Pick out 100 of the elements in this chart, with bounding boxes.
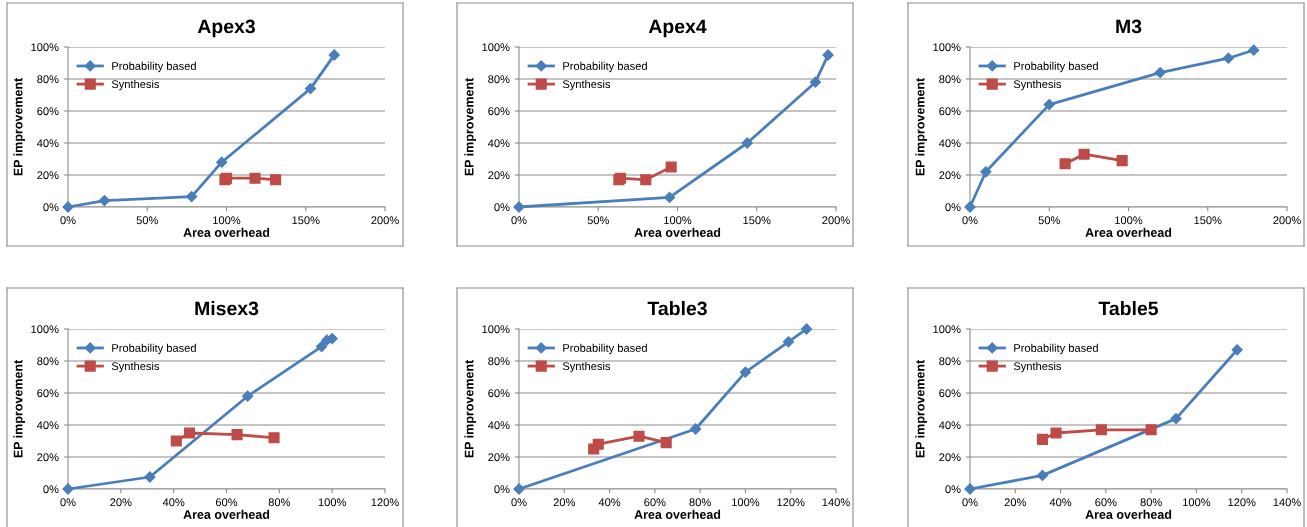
y-tick-label: 40% [487,421,510,430]
point [1059,158,1071,170]
x-tick-label: 100% [318,498,346,507]
point [231,429,243,441]
x-axis-title: Area overhead [1085,227,1172,237]
x-tick-label: 60% [1095,498,1117,507]
y-tick-label: 20% [488,453,510,462]
legend-label: Probability based [112,61,196,73]
chart-title: Table5 [1098,301,1159,316]
y-tick-label: 60% [37,107,59,116]
y-tick-label: 80% [939,75,961,84]
point [98,194,111,207]
y-tick-label: 0% [945,485,961,494]
y-tick-label: 100% [933,43,961,52]
point [144,471,156,483]
x-tick-label: 40% [1049,498,1072,507]
point [328,49,340,61]
x-tick-label: 0% [511,498,527,507]
x-tick-label: 60% [644,498,666,507]
x-tick-label: 120% [777,498,805,507]
point [1248,44,1260,56]
y-tick-label: 40% [487,139,510,148]
y-axis-title: EP improvement [13,359,25,458]
y-tick-label: 60% [939,389,961,398]
x-axis-title: Area overhead [634,509,721,519]
point [665,161,677,173]
x-tick-label: 150% [1194,216,1222,225]
y-axis-title: EP improvement [464,359,476,458]
point [800,323,813,335]
x-tick-label: 200% [822,216,850,225]
y-tick-label: 100% [482,43,510,52]
x-tick-label: 40% [598,498,621,507]
point [268,432,280,444]
point [183,427,196,439]
x-tick-label: 0% [60,216,76,225]
point [1231,344,1243,356]
x-tick-label: 20% [110,498,132,507]
y-tick-label: 40% [36,139,59,148]
x-tick-label: 50% [587,216,609,225]
x-tick-label: 150% [743,216,771,225]
x-axis-title: Area overhead [183,509,270,519]
x-tick-label: 100% [732,498,760,507]
y-axis-title: EP improvement [915,77,927,176]
point [186,190,198,203]
y-tick-label: 40% [938,139,961,148]
point [741,137,753,149]
y-tick-label: 60% [37,389,59,398]
y-tick-label: 0% [43,485,59,494]
x-tick-label: 200% [371,216,399,225]
point [980,166,992,178]
legend-label: Synthesis [1013,79,1062,91]
point [304,82,317,95]
y-tick-label: 100% [31,325,59,334]
x-tick-label: 100% [213,216,241,225]
y-axis-title: EP improvement [915,359,927,458]
point [1170,412,1182,425]
y-tick-label: 80% [488,75,510,84]
y-tick-label: 100% [482,325,510,334]
x-tick-label: 60% [215,498,238,507]
point [964,201,976,213]
chart-title: Misex3 [195,301,259,316]
x-tick-label: 120% [1228,498,1256,507]
point [739,366,752,378]
y-tick-label: 80% [488,357,510,366]
point [663,191,676,204]
y-tick-label: 40% [36,421,59,430]
x-tick-label: 50% [1038,216,1060,225]
x-tick-label: 0% [60,498,76,507]
legend-label: Synthesis [562,361,611,373]
point [660,437,672,449]
point [62,483,74,495]
x-tick-label: 80% [1140,498,1162,507]
chart-title: M3 [1116,19,1142,34]
y-tick-label: 60% [488,389,510,398]
point [1036,469,1049,482]
point [1222,52,1234,64]
x-tick-label: 120% [371,498,399,507]
point [1116,155,1128,167]
y-tick-label: 20% [37,453,59,462]
x-tick-label: 0% [511,216,527,225]
point [1036,433,1049,445]
x-tick-label: 50% [136,216,158,225]
y-tick-label: 20% [939,171,961,180]
x-tick-label: 80% [268,498,291,507]
y-tick-label: 100% [31,43,59,52]
x-axis-title: Area overhead [634,227,721,237]
point [513,483,525,495]
point [782,336,795,348]
chart-title: Apex4 [648,19,707,38]
point [315,340,328,353]
point [640,174,652,186]
y-tick-label: 20% [37,171,59,180]
x-tick-label: 20% [553,498,576,507]
legend-label: Probability based [1014,343,1098,355]
point [1050,427,1062,439]
point [1145,424,1157,436]
legend-label: Probability based [1014,61,1098,73]
point [242,390,254,402]
y-tick-label: 80% [939,357,961,366]
x-tick-label: 40% [162,498,185,507]
